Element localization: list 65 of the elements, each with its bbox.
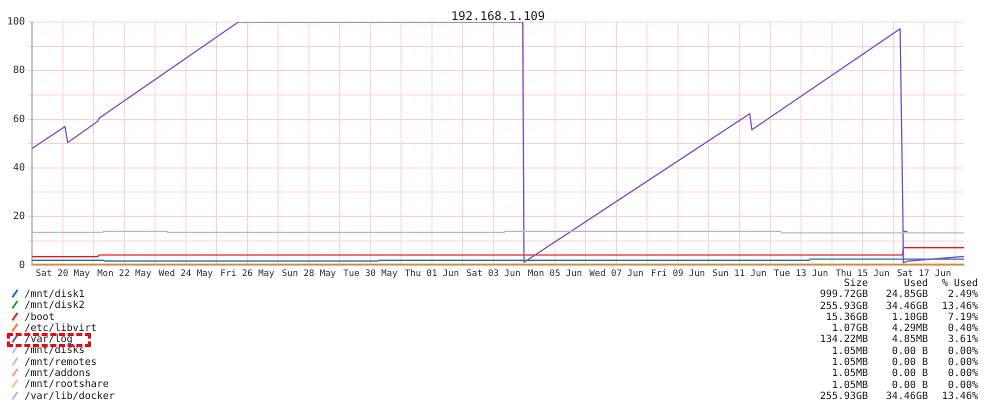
- x-tick-label: Sun 11 Jun: [712, 268, 767, 279]
- text: 3.61%: [946, 334, 978, 346]
- x-tick-label: Tue 13 Jun: [774, 268, 828, 279]
- text: 0.40%: [946, 323, 978, 334]
- text: 0.00%: [946, 346, 978, 358]
- text: 134.22MB: [818, 334, 868, 346]
- legend-label: /var/lib/docker: [24, 390, 115, 402]
- text: 999.72GB: [818, 289, 868, 301]
- text: 1.05MB: [830, 357, 868, 368]
- text: 4.29MB: [890, 323, 928, 334]
- text: 0.00 B: [890, 368, 928, 380]
- text: 0.00 B: [890, 380, 928, 391]
- x-tick-label: Fri 09 Jun: [650, 268, 706, 279]
- text: 34.46GB: [884, 300, 928, 312]
- text: Used: [902, 278, 928, 290]
- y-tick-label: 60: [13, 114, 26, 125]
- y-tick-label: 100: [7, 16, 26, 28]
- legend-label: /mnt/disk1: [24, 289, 85, 300]
- legend-label: /mnt/disks: [24, 345, 85, 356]
- text: 1.05MB: [830, 368, 868, 380]
- text: 1.05MB: [830, 346, 868, 358]
- text: 0.00 B: [890, 357, 928, 368]
- x-tick-label: Thu 01 Jun: [404, 268, 460, 279]
- text: Size: [842, 278, 868, 290]
- x-tick-label: Tue 30 May: [343, 268, 398, 279]
- text: 24.85GB: [884, 289, 928, 301]
- y-tick-label: 0: [19, 260, 26, 271]
- legend-label: /boot: [24, 312, 55, 323]
- x-tick-label: Mon 22 May: [97, 268, 152, 279]
- legend-label: /mnt/disk2: [24, 300, 85, 312]
- legend-label: /mnt/remotes: [24, 356, 97, 368]
- y-tick-label: 40: [13, 162, 26, 174]
- x-tick-label: Sun 28 May: [282, 268, 337, 279]
- text: 0.00%: [946, 357, 978, 368]
- x-tick-label: Wed 24 May: [158, 268, 214, 279]
- text: 34.46GB: [884, 390, 928, 402]
- text: 0.00 B: [890, 346, 928, 358]
- y-tick-label: 20: [13, 211, 26, 222]
- text: 13.46%: [940, 300, 978, 312]
- text: 13.46%: [940, 390, 978, 402]
- text: 0.00%: [946, 380, 978, 391]
- x-tick-label: Wed 07 Jun: [589, 268, 644, 279]
- legend-label: /etc/libvirt: [24, 322, 97, 334]
- text: 1.05MB: [830, 380, 868, 391]
- text: 7.19%: [946, 312, 978, 324]
- text: 1.07GB: [830, 323, 868, 334]
- x-tick-label: Thu 15 Jun: [835, 268, 890, 279]
- text: 255.93GB: [818, 390, 868, 402]
- chart-title: 192.168.1.109: [451, 9, 545, 23]
- text: 15.36GB: [824, 312, 868, 324]
- x-tick-label: Sat 03 Jun: [466, 268, 521, 279]
- x-tick-label: Mon 05 Jun: [528, 268, 582, 279]
- text: 1.10GB: [890, 312, 928, 324]
- legend-label: /mnt/addons: [24, 368, 91, 380]
- text: 255.93GB: [818, 300, 868, 312]
- legend-label: /var/log: [24, 334, 73, 346]
- x-tick-label: Sat 20 May: [36, 268, 90, 279]
- text: 4.85MB: [890, 334, 928, 346]
- y-tick-label: 80: [13, 65, 26, 76]
- text: 0.00%: [946, 368, 978, 380]
- x-tick-label: Fri 26 May: [220, 268, 276, 279]
- text: 2.49%: [946, 289, 978, 301]
- legend-label: /mnt/rootshare: [24, 379, 109, 390]
- x-tick-label: Sat 17 Jun: [896, 268, 952, 279]
- text: % Used: [940, 278, 978, 290]
